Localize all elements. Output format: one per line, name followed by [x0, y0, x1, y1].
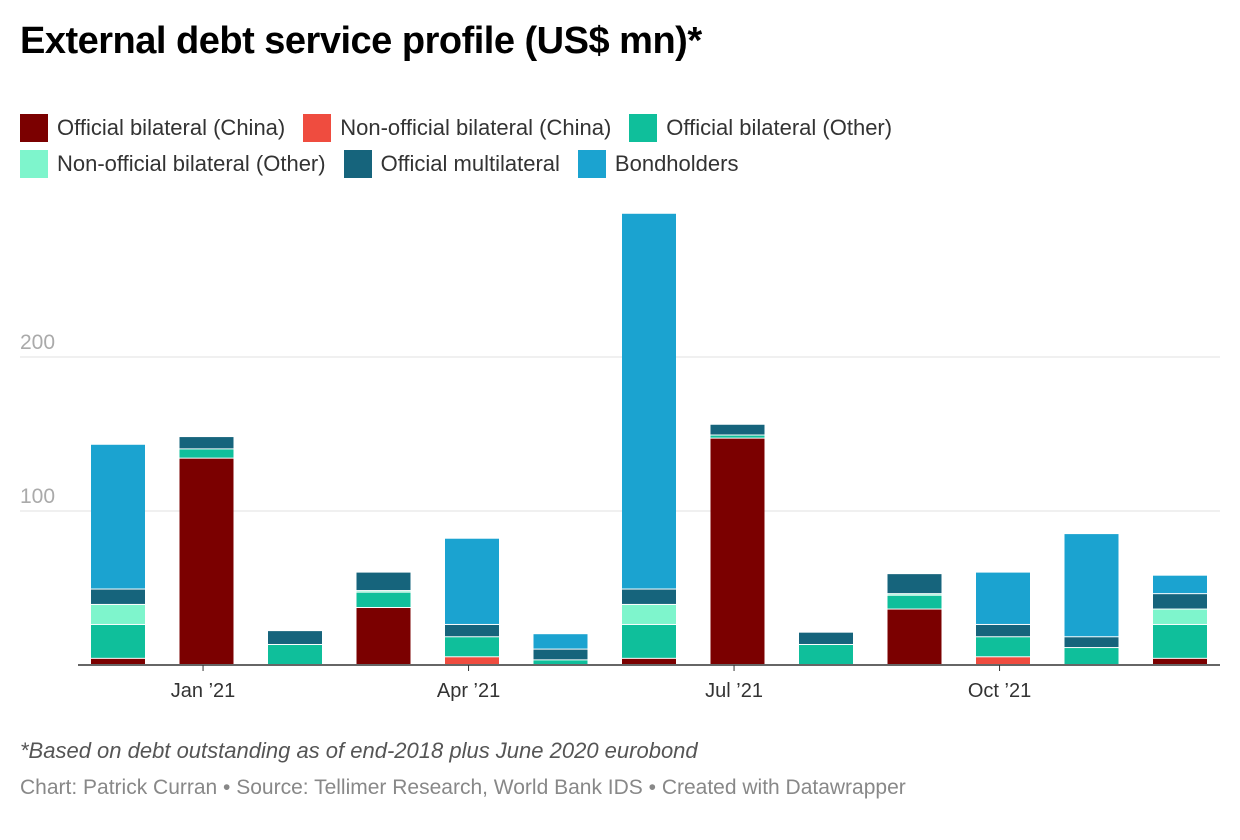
- bar-segment: [91, 604, 145, 624]
- bar-segment: [887, 595, 942, 609]
- bar-segment: [1153, 624, 1207, 658]
- legend-label: Official bilateral (Other): [666, 115, 893, 140]
- legend-item-official-multilateral: Official multilateral: [343, 150, 560, 178]
- bar-segment: [1153, 658, 1207, 664]
- footnote: *Based on debt outstanding as of end-201…: [20, 738, 698, 763]
- bar-segment: [622, 604, 676, 624]
- bar-segment: [710, 435, 765, 438]
- x-tick-label: Jan ’21: [171, 680, 236, 702]
- bar-segment: [710, 438, 765, 664]
- legend-label: Non-official bilateral (China): [340, 115, 612, 140]
- bar-segment: [1153, 575, 1207, 594]
- bar-segment: [356, 608, 411, 664]
- bar-segment: [356, 591, 411, 592]
- legend-row-2: Non-official bilateral (Other) Official …: [20, 146, 1020, 182]
- axis-layer: Jan ’21 Apr ’21 Jul ’21 Oct ’21: [78, 664, 1220, 702]
- x-tick-label: Oct ’21: [968, 680, 1031, 702]
- bar-segment: [445, 624, 499, 637]
- bar-segment: [356, 572, 411, 591]
- x-tick-label: Apr ’21: [437, 680, 500, 702]
- legend-label: Official bilateral (China): [57, 115, 286, 140]
- bar-segment: [445, 538, 499, 624]
- bar-segment: [179, 458, 234, 664]
- legend-item-bondholders: Bondholders: [577, 150, 739, 178]
- bar-segment: [976, 572, 1030, 624]
- bar-segment: [533, 649, 588, 660]
- bar-segment: [1064, 648, 1119, 664]
- legend-swatch: [303, 114, 332, 142]
- bar-segment: [887, 609, 942, 664]
- x-tick-label: Jul ’21: [705, 680, 763, 702]
- bar-segment: [1064, 534, 1119, 637]
- legend: Official bilateral (China) Non-official …: [20, 110, 1020, 182]
- bar-segment: [976, 637, 1030, 657]
- bar-segment: [1153, 594, 1207, 609]
- y-tick-label: 100: [20, 485, 55, 508]
- bar-segment: [887, 574, 942, 594]
- bar-segment: [622, 589, 676, 604]
- source-credit: Chart: Patrick Curran • Source: Tellimer…: [20, 776, 906, 799]
- bar-segment: [1064, 637, 1119, 648]
- bar-segment: [533, 634, 588, 649]
- bar-segment: [179, 449, 234, 458]
- bar-segment: [976, 657, 1030, 664]
- bar-segment: [445, 637, 499, 657]
- bar-segment: [268, 644, 322, 664]
- stacked-bar-chart: 100 200 Jan ’21 Apr ’21 Jul ’21 Oct ’21: [20, 213, 1220, 702]
- bar-segment: [887, 594, 942, 595]
- bar-segment: [1153, 609, 1207, 624]
- legend-item-official-bilateral-china: Official bilateral (China): [20, 114, 285, 142]
- bar-segment: [268, 631, 322, 644]
- legend-item-official-bilateral-other: Official bilateral (Other): [629, 114, 892, 142]
- bar-layer: [91, 213, 1207, 664]
- bar-segment: [622, 213, 676, 589]
- bar-segment: [91, 624, 145, 658]
- bar-segment: [91, 658, 145, 664]
- legend-swatch: [20, 114, 48, 142]
- legend-label: Non-official bilateral (Other): [57, 151, 326, 176]
- legend-swatch: [343, 150, 372, 178]
- grid-layer: 100 200: [20, 331, 1220, 512]
- bar-segment: [91, 589, 145, 604]
- legend-swatch: [629, 114, 658, 142]
- legend-swatch: [20, 150, 48, 178]
- legend-swatch: [577, 150, 606, 178]
- legend-item-non-official-bilateral-other: Non-official bilateral (Other): [20, 150, 326, 178]
- y-tick-label: 200: [20, 331, 55, 354]
- legend-label: Bondholders: [614, 151, 739, 176]
- legend-row-1: Official bilateral (China) Non-official …: [20, 110, 1020, 146]
- bar-segment: [356, 592, 411, 608]
- bar-segment: [445, 657, 499, 664]
- bar-segment: [533, 660, 588, 664]
- legend-label: Official multilateral: [380, 151, 560, 176]
- bar-segment: [622, 658, 676, 664]
- chart-title: External debt service profile (US$ mn)*: [20, 20, 702, 62]
- bar-segment: [710, 424, 765, 435]
- bar-segment: [91, 444, 145, 589]
- bar-segment: [799, 644, 853, 664]
- legend-item-non-official-bilateral-china: Non-official bilateral (China): [303, 114, 611, 142]
- bar-segment: [976, 624, 1030, 637]
- bar-segment: [622, 624, 676, 658]
- bar-segment: [179, 437, 234, 449]
- bar-segment: [799, 632, 853, 644]
